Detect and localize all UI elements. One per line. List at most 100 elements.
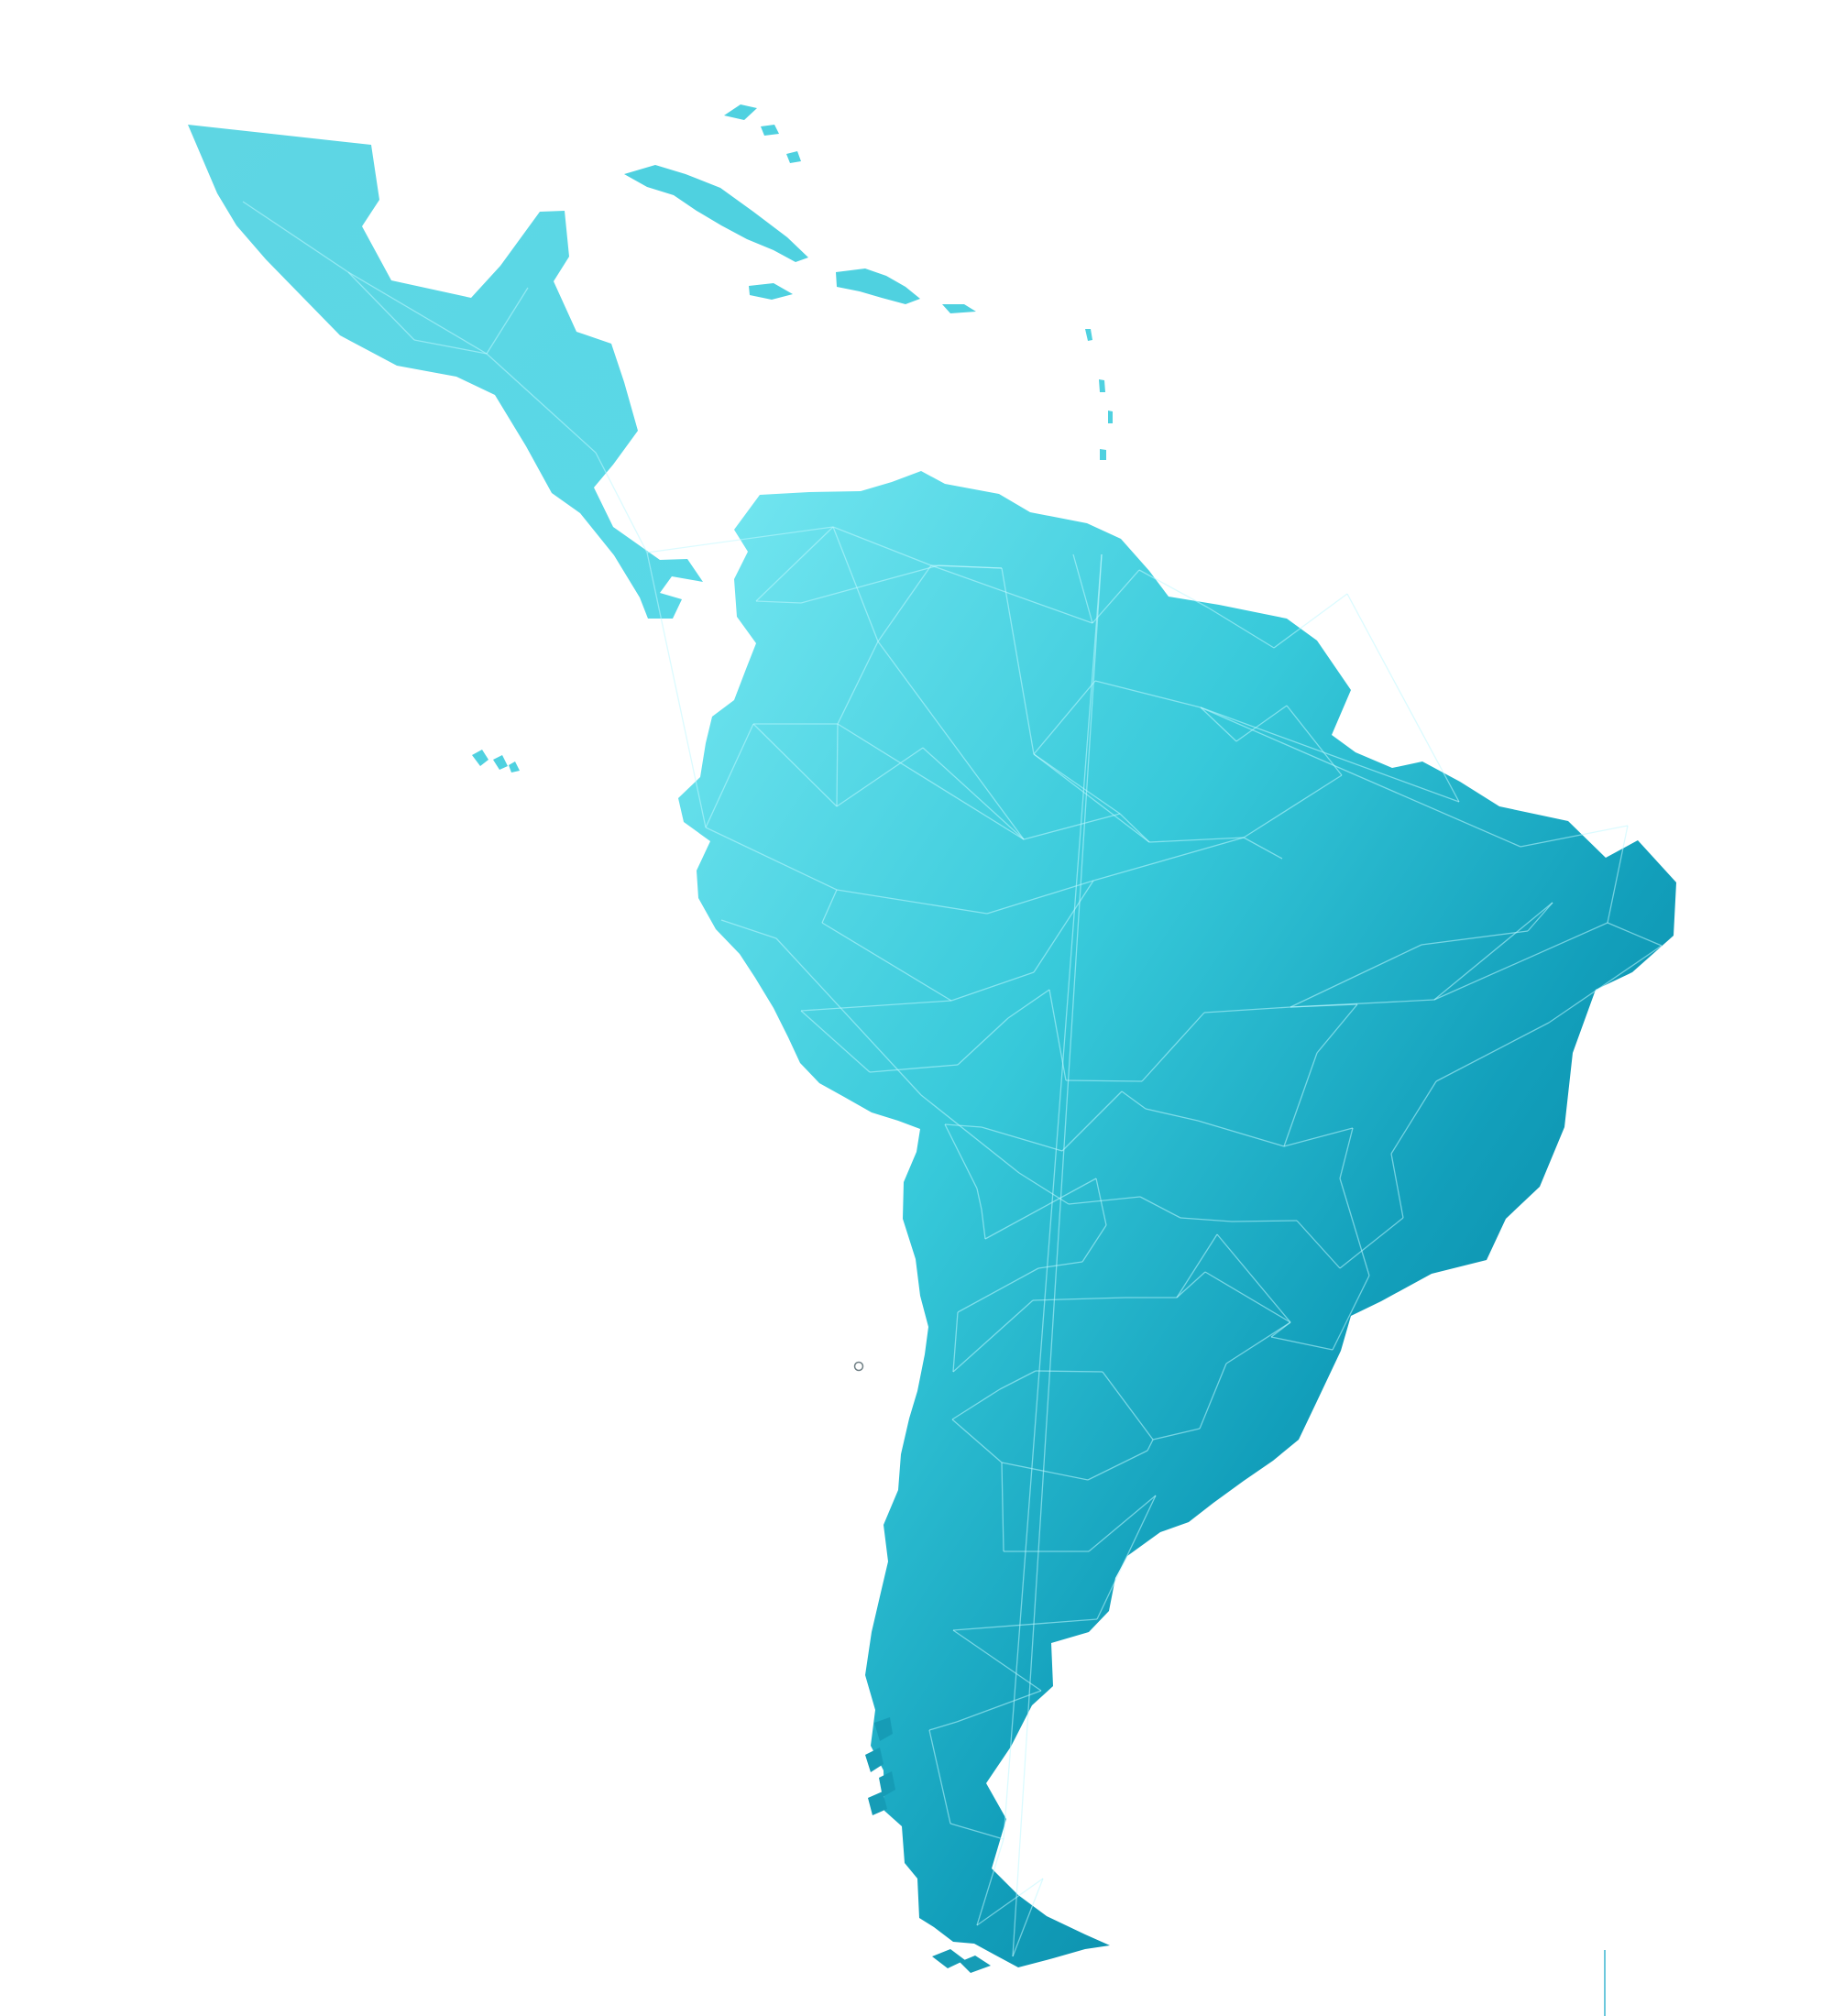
network-link: [1033, 680, 1096, 755]
network-link: [1316, 1003, 1358, 1054]
network-link: [1119, 813, 1150, 843]
network-link: [1332, 1275, 1370, 1351]
network-link: [1068, 1196, 1141, 1205]
caribbean-hispaniola: [836, 268, 920, 304]
network-link: [1200, 707, 1521, 848]
network-link: [1033, 753, 1150, 843]
network-link: [1433, 922, 1608, 1001]
network-link: [1527, 902, 1553, 932]
network-link: [1003, 553, 1103, 1840]
network-link: [800, 1010, 871, 1073]
network-link: [1200, 707, 1237, 742]
network-link: [1200, 707, 1460, 803]
network-link: [832, 526, 932, 566]
network-link: [1390, 1153, 1404, 1219]
network-link: [1065, 1079, 1143, 1082]
network-link: [1283, 1052, 1318, 1147]
network-link: [800, 564, 939, 604]
south-america-landmass: [678, 471, 1676, 1967]
network-link: [922, 747, 1025, 840]
network-link: [837, 723, 1025, 840]
network-link: [1033, 880, 1094, 973]
network-link: [646, 526, 834, 553]
network-link: [821, 922, 952, 1002]
network-link: [1001, 567, 1035, 755]
galapagos-islands: [472, 750, 520, 772]
network-link: [1139, 1196, 1181, 1219]
network-link: [1290, 944, 1422, 1008]
network-link: [242, 201, 349, 273]
network-link: [1339, 1217, 1404, 1269]
network-link: [1231, 1220, 1298, 1222]
network-link: [976, 1188, 982, 1211]
network-link: [1176, 1233, 1218, 1298]
network-link: [1092, 837, 1245, 882]
network-link: [1102, 1371, 1154, 1441]
network-link: [951, 1388, 1001, 1420]
network-link: [952, 1311, 959, 1373]
network-link: [1033, 753, 1121, 815]
network-link: [1607, 922, 1663, 947]
network-link: [976, 1838, 1004, 1926]
network-link: [1096, 1495, 1157, 1620]
network-link: [1548, 945, 1663, 1024]
network-link: [1001, 1462, 1089, 1481]
network-link: [1152, 1428, 1201, 1441]
network-link: [1339, 1178, 1370, 1276]
network-link: [1095, 1178, 1107, 1226]
network-link: [944, 1123, 982, 1128]
network-link: [775, 937, 922, 1096]
network-link: [1148, 837, 1245, 843]
network-link: [1092, 569, 1140, 624]
network-link: [1607, 825, 1629, 924]
network-link: [1001, 1462, 1004, 1552]
network-link: [1072, 553, 1093, 624]
network-link: [347, 271, 415, 341]
network-link: [981, 1126, 1063, 1152]
network-link: [951, 1419, 1003, 1463]
lesser-antilles: [1085, 329, 1113, 460]
network-link: [1147, 1439, 1154, 1452]
caribbean-jamaica: [749, 283, 793, 300]
network-link: [1023, 813, 1121, 840]
network-link: [1007, 989, 1050, 1019]
network-link: [999, 1370, 1037, 1390]
network-link: [800, 1000, 952, 1012]
network-link: [869, 1064, 959, 1073]
network-link: [984, 1178, 1097, 1240]
network-link: [837, 641, 879, 725]
small-offshore-marker: [853, 1361, 864, 1372]
network-link: [981, 1209, 986, 1240]
mexico-central-america-landmass: [188, 125, 703, 619]
caribbean-cuba: [624, 165, 808, 262]
network-link: [1204, 1271, 1291, 1323]
network-link: [930, 564, 1093, 624]
network-link: [1290, 1003, 1358, 1008]
network-link: [1520, 825, 1629, 848]
network-link: [836, 723, 839, 807]
network-link: [413, 339, 488, 355]
network-link: [705, 723, 754, 828]
network-link: [1145, 1108, 1199, 1122]
network-link: [944, 1123, 978, 1189]
network-link: [1243, 774, 1343, 838]
network-link: [1061, 1090, 1123, 1152]
network-link: [347, 271, 488, 355]
network-link: [986, 880, 1094, 915]
network-link: [1121, 1090, 1147, 1110]
network-link: [950, 971, 1035, 1002]
network-link: [705, 827, 838, 891]
network-link: [486, 287, 529, 355]
network-link: [976, 1878, 1044, 1926]
network-link: [1296, 1220, 1341, 1269]
network-link: [1176, 1271, 1206, 1298]
network-link: [1339, 1127, 1354, 1179]
network-link: [1081, 1224, 1107, 1263]
network-link: [1390, 1080, 1437, 1155]
caribbean-puerto-rico: [942, 304, 976, 313]
network-link: [957, 1267, 1039, 1313]
network-link: [832, 526, 879, 642]
network-link: [1197, 1120, 1285, 1147]
network-link: [1012, 1878, 1044, 1957]
